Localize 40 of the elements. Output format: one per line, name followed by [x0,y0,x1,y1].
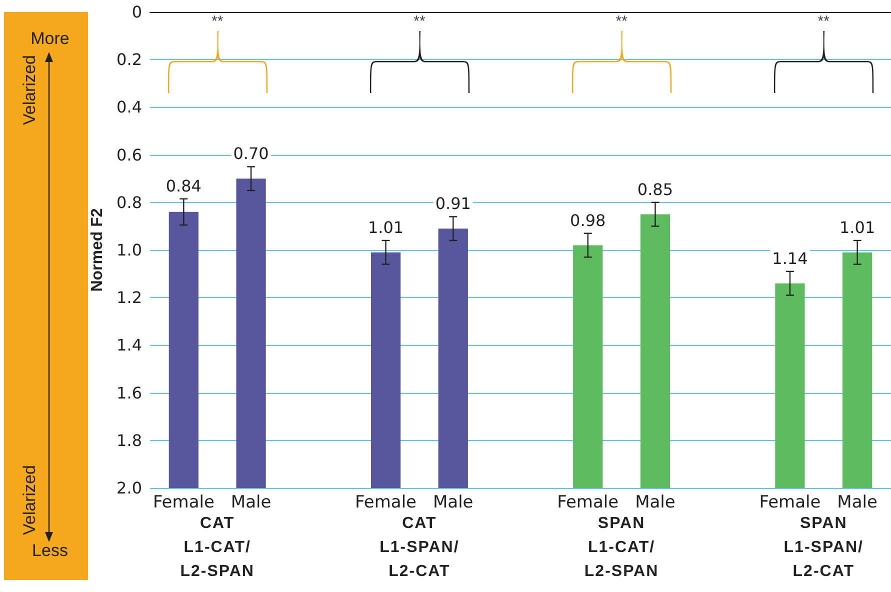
data-label: 0.84 [166,176,202,196]
text: Velarized [20,55,39,125]
x-tick-label: Male [837,492,878,512]
annotation: ** [210,13,224,30]
x-tick-label: Male [230,492,272,512]
data-label: 0.85 [637,180,674,199]
y-tick-label: 0.8 [116,192,142,212]
y-tick-label: 1.8 [116,430,142,450]
x-tick-label: Female [759,492,821,512]
x-tick-label: Female [152,492,214,512]
y-tick-label: 1.6 [116,383,142,402]
data-label: 0.98 [570,210,606,230]
data-label: 1.01 [840,218,876,237]
x-tick-label: Male [635,492,676,512]
text: SPAN L1-CAT/ L2-SPAN [583,514,660,582]
text: CAT L1-CAT/ L2-SPAN [179,514,256,582]
y-tick-label: 2.0 [116,478,142,498]
data-label: 0.70 [233,144,269,164]
data-label: 1.14 [772,248,808,268]
x-tick-label: Female [557,492,619,512]
annotation: ** [412,13,426,30]
annotation: ** [614,13,628,30]
y-tick-label: 1.0 [116,240,142,260]
text: More [30,29,70,49]
data-label: 0.91 [435,194,471,214]
y-tick-label: 0.6 [116,145,142,164]
y-tick-label: 0.2 [116,50,142,70]
y-axis-title: Normed F2 [89,208,106,292]
text: CAT L1-SPAN/ L2-CAT [378,514,460,582]
y-tick-label: 1.2 [116,288,142,308]
text: SPAN L1-SPAN/ L2-CAT [782,514,864,582]
x-tick-label: Male [432,492,474,512]
annotation: ** [816,13,830,30]
data-label: 1.01 [368,218,404,237]
text: Less [31,541,69,561]
text: Velarized [20,465,39,535]
y-tick-label: 0.4 [116,98,142,117]
x-tick-label: Female [355,492,417,512]
y-tick-label: 1.4 [116,336,142,355]
y-tick-label: 0 [132,2,142,22]
